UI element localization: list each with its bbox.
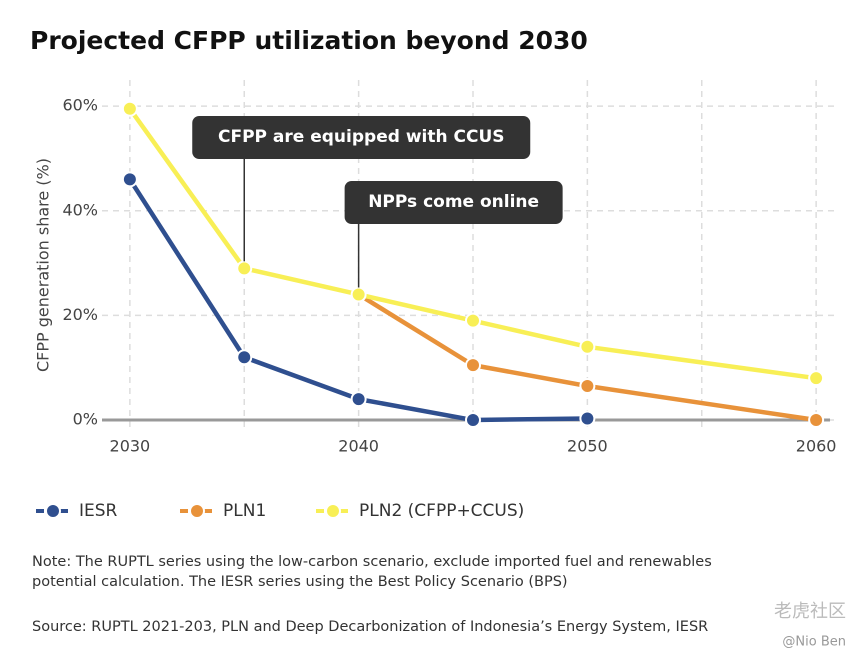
- x-tick-label: 2040: [338, 437, 379, 456]
- point: [236, 349, 253, 366]
- note: Note: The RUPTL series using the low-car…: [32, 554, 712, 570]
- point: [465, 357, 481, 374]
- y-tick-label: 0%: [73, 410, 98, 429]
- legend-label: IESR: [79, 501, 118, 521]
- annotation-box: [344, 181, 563, 224]
- watermark: 老虎社区: [774, 601, 846, 622]
- point: [808, 370, 825, 387]
- x-tick-label: 2060: [796, 437, 837, 456]
- point: [465, 412, 481, 429]
- point: [121, 171, 138, 188]
- point: [350, 286, 367, 303]
- legend-marker: [325, 503, 341, 519]
- point: [579, 410, 596, 427]
- chart-title: Projected CFPP utilization beyond 2030: [30, 26, 588, 55]
- legend-marker: [189, 503, 205, 519]
- source: Source: RUPTL 2021-203, PLN and Deep Dec…: [32, 619, 708, 635]
- point: [121, 100, 138, 117]
- y-tick-label: 60%: [62, 96, 98, 115]
- point: [236, 260, 253, 277]
- y-axis-label: CFPP generation share (%): [34, 158, 53, 372]
- annotation-text: NPPs come online: [368, 192, 539, 212]
- y-tick-label: 40%: [62, 200, 98, 219]
- annotation-text: CFPP are equipped with CCUS: [218, 127, 505, 147]
- series-line: [357, 292, 817, 423]
- point: [808, 412, 825, 429]
- legend-label: PLN2 (CFPP+CCUS): [359, 501, 524, 521]
- watermark: @Nio Ben: [782, 635, 846, 650]
- x-tick-label: 2050: [567, 437, 608, 456]
- point: [579, 378, 596, 395]
- note: potential calculation. The IESR series u…: [32, 574, 568, 590]
- point: [579, 338, 596, 355]
- series-line: [128, 107, 817, 381]
- annotation-box: [192, 116, 531, 159]
- legend-label: PLN1: [223, 501, 266, 521]
- x-tick-label: 2030: [110, 437, 151, 456]
- point: [350, 391, 367, 408]
- legend-marker: [45, 503, 61, 519]
- point: [465, 312, 481, 329]
- y-tick-label: 20%: [62, 305, 98, 324]
